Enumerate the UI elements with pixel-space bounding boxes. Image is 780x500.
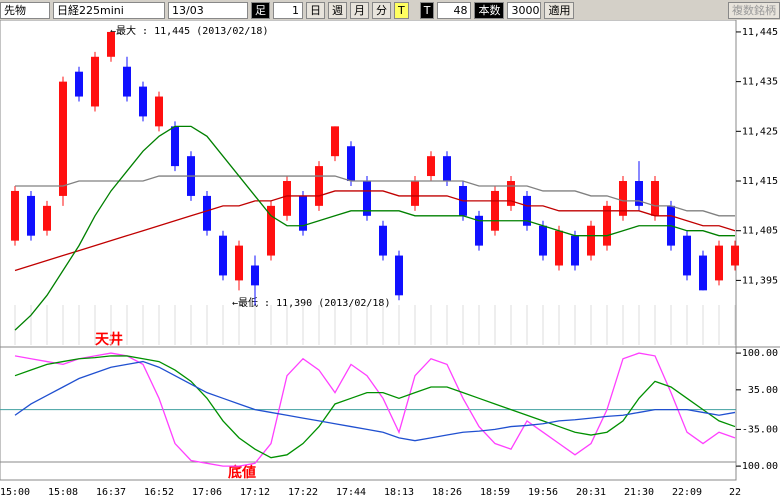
toolbar: 先物 日経225mini 13/03 足 1 日 週 月 分 T T 48 本数… <box>0 0 780 20</box>
candle-body <box>123 66 131 97</box>
x-tick-label: 17:06 <box>192 487 222 498</box>
candle-body <box>443 156 451 182</box>
candle-body <box>395 255 403 296</box>
tick-label: T <box>419 1 435 19</box>
x-tick-label: 17:44 <box>336 487 366 498</box>
minute-button[interactable]: 分 <box>372 1 391 19</box>
candle-body <box>651 181 659 216</box>
day-button[interactable]: 日 <box>306 1 325 19</box>
bars-shown[interactable]: 48 <box>437 1 472 19</box>
candle-body <box>507 181 515 206</box>
y-tick-label: 11,435 <box>742 77 778 88</box>
y-tick-label: -35.00 <box>742 424 778 435</box>
y-tick-label: 11,415 <box>742 176 778 187</box>
candle-body <box>619 181 627 216</box>
max-annotation: ←最大 : 11,445 (2013/02/18) <box>110 24 268 37</box>
candle-body <box>27 195 35 236</box>
candle-body <box>139 86 147 117</box>
month-button[interactable]: 月 <box>350 1 369 19</box>
candle-body <box>219 235 227 276</box>
candle-body <box>75 71 83 97</box>
x-tick-label: 22:09 <box>672 487 702 498</box>
y-tick-label: 11,425 <box>742 126 778 137</box>
candle-body <box>523 195 531 226</box>
market-select[interactable]: 先物 <box>0 1 50 19</box>
candle-body <box>699 255 707 291</box>
candle-body <box>635 181 643 206</box>
bar-label: 足 <box>251 1 270 19</box>
candle-body <box>603 205 611 246</box>
x-tick-label: 18:26 <box>432 487 462 498</box>
candle-body <box>539 225 547 256</box>
top-label: 天井 <box>95 331 123 348</box>
x-tick-label: 18:13 <box>384 487 414 498</box>
candle-body <box>203 195 211 231</box>
y-tick-label: 35.00 <box>748 385 778 396</box>
chart: ←最大 : 11,445 (2013/02/18) ←最低 : 11,390 (… <box>0 20 780 498</box>
bar-value[interactable]: 1 <box>273 1 303 19</box>
y-tick-label: 11,405 <box>742 226 778 237</box>
y-tick-label: 11,395 <box>742 275 778 286</box>
contract-select[interactable]: 13/03 <box>168 1 248 19</box>
x-tick-label: 16:52 <box>144 487 174 498</box>
candle-body <box>379 225 387 256</box>
candle-body <box>315 166 323 206</box>
candle-body <box>427 156 435 177</box>
candle-body <box>683 235 691 276</box>
candle-body <box>411 181 419 206</box>
plot-frame <box>0 20 737 481</box>
candle-body <box>571 235 579 266</box>
candle-body <box>475 215 483 246</box>
x-tick-label: 16:37 <box>96 487 126 498</box>
indicator-line <box>14 352 736 467</box>
y-tick-label: 11,445 <box>742 27 778 38</box>
candle-body <box>91 56 99 107</box>
apply-button[interactable]: 適用 <box>544 1 575 19</box>
x-tick-label: 21:30 <box>624 487 654 498</box>
candle-body <box>331 126 339 157</box>
x-tick-label: 22 <box>729 487 741 498</box>
bars-count[interactable]: 3000 <box>507 1 542 19</box>
candle-body <box>267 205 275 256</box>
x-tick-label: 17:22 <box>288 487 318 498</box>
y-tick-label: -100.00 <box>736 461 778 472</box>
indicator-line <box>14 360 736 442</box>
x-tick-label: 19:56 <box>528 487 558 498</box>
candle-body <box>43 205 51 231</box>
x-tick-label: 17:12 <box>240 487 270 498</box>
indicator-line <box>14 355 736 459</box>
candle-body <box>155 96 163 127</box>
candle-body <box>171 126 179 167</box>
indicator-line <box>14 190 736 272</box>
x-tick-label: 15:00 <box>0 487 30 498</box>
multi-button[interactable]: 複数銘柄 <box>728 1 780 19</box>
candle-body <box>491 190 499 231</box>
candle-body <box>251 265 259 286</box>
candle-body <box>555 230 563 266</box>
candle-body <box>107 31 115 57</box>
candle-body <box>731 245 739 266</box>
week-button[interactable]: 週 <box>328 1 347 19</box>
candle-body <box>235 245 243 281</box>
candle-body <box>299 195 307 231</box>
candle-body <box>283 181 291 216</box>
bottom-label: 底値 <box>228 464 256 481</box>
bars-label: 本数 <box>474 1 505 19</box>
candle-body <box>363 181 371 216</box>
symbol-select[interactable]: 日経225mini <box>53 1 165 19</box>
indicator-line <box>14 125 735 331</box>
x-tick-label: 15:08 <box>48 487 78 498</box>
tick-button[interactable]: T <box>394 1 409 19</box>
candle-body <box>59 81 67 196</box>
candle-body <box>347 146 355 182</box>
y-tick-label: 100.00 <box>742 348 778 359</box>
candle-body <box>587 225 595 256</box>
candle-body <box>11 190 19 241</box>
x-tick-label: 18:59 <box>480 487 510 498</box>
candle-body <box>715 245 723 281</box>
x-tick-label: 20:31 <box>576 487 606 498</box>
indicator-line <box>15 175 735 217</box>
